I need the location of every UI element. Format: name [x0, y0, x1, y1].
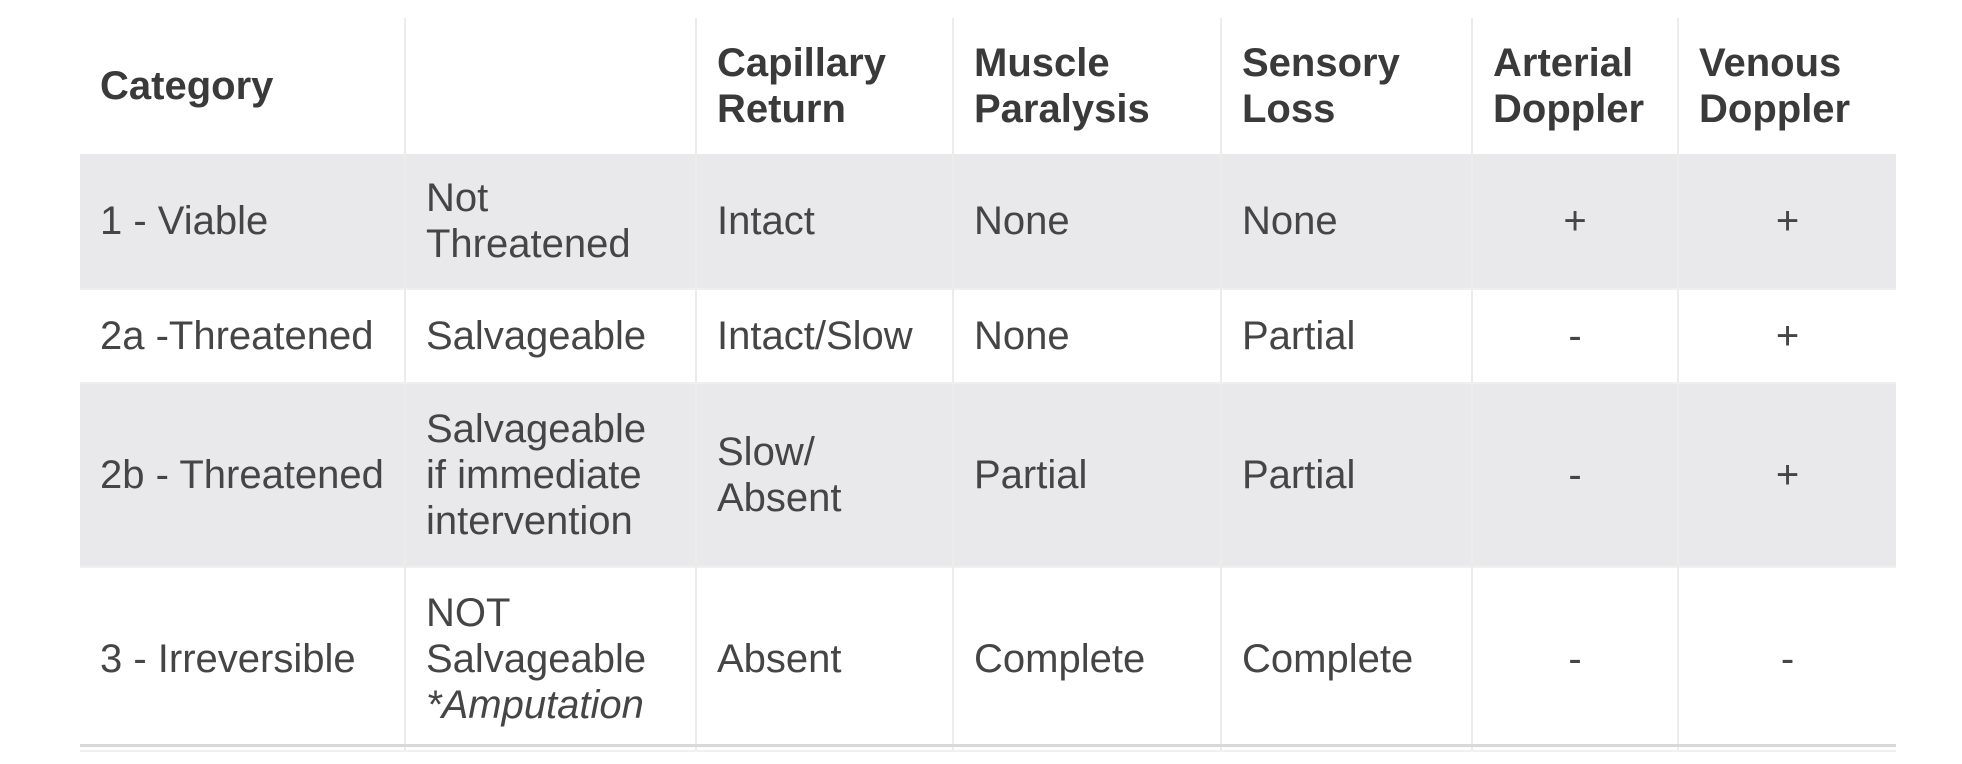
cell-category: 3 - Irreversible [80, 566, 405, 752]
cell-category: 2b - Threatened [80, 383, 405, 567]
cell-status: Not Threatened [404, 154, 696, 289]
table-row: 3 - Irreversible NOT Salvageable *Amputati… [80, 566, 1896, 752]
cell-capillary-return: Intact [695, 154, 953, 289]
cell-status: Salvageable [404, 288, 696, 384]
cell-arterial-doppler: - [1471, 566, 1678, 752]
table-row: 2b - Threatened Salvageable if immediate i… [80, 383, 1896, 567]
table-row: 2a -Threatened Salvageable Intact/Slow N… [80, 288, 1896, 384]
cell-venous-doppler: + [1677, 383, 1896, 567]
cell-capillary-return: Absent [695, 566, 953, 752]
header-category: Category [80, 18, 405, 154]
cell-sensory-loss: Complete [1220, 566, 1472, 752]
header-blank [404, 18, 696, 154]
cell-muscle-paralysis: None [952, 288, 1221, 384]
table-bottom-rule [80, 744, 1896, 747]
cell-category: 2a -Threatened [80, 288, 405, 384]
cell-muscle-paralysis: Partial [952, 383, 1221, 567]
cell-arterial-doppler: - [1471, 288, 1678, 384]
cell-muscle-paralysis: None [952, 154, 1221, 289]
cell-status: NOT Salvageable *Amputation [404, 566, 696, 752]
amputation-note: *Amputation [426, 683, 644, 727]
cell-capillary-return: Intact/Slow [695, 288, 953, 384]
cell-muscle-paralysis: Complete [952, 566, 1221, 752]
header-arterial-doppler: Arterial Doppler [1471, 18, 1678, 154]
cell-sensory-loss: Partial [1220, 383, 1472, 567]
cell-category: 1 - Viable [80, 154, 405, 289]
table-row: 1 - Viable Not Threatened Intact None Non… [80, 154, 1896, 289]
header-sensory-loss: Sensory Loss [1220, 18, 1472, 154]
limb-ischemia-classification-table: Category Capillary Return Muscle Paralysis… [80, 18, 1896, 752]
table-header-row: Category Capillary Return Muscle Paralysis… [80, 18, 1896, 154]
header-muscle-paralysis: Muscle Paralysis [952, 18, 1221, 154]
limb-ischemia-table-container: Category Capillary Return Muscle Paralysis… [80, 18, 1896, 752]
cell-sensory-loss: Partial [1220, 288, 1472, 384]
cell-sensory-loss: None [1220, 154, 1472, 289]
cell-capillary-return: Slow/Absent [695, 383, 953, 567]
header-capillary-return: Capillary Return [695, 18, 953, 154]
cell-arterial-doppler: - [1471, 383, 1678, 567]
cell-venous-doppler: - [1677, 566, 1896, 752]
cell-status: Salvageable if immediate intervention [404, 383, 696, 567]
cell-venous-doppler: + [1677, 154, 1896, 289]
header-venous-doppler: Venous Doppler [1677, 18, 1896, 154]
cell-venous-doppler: + [1677, 288, 1896, 384]
cell-arterial-doppler: + [1471, 154, 1678, 289]
